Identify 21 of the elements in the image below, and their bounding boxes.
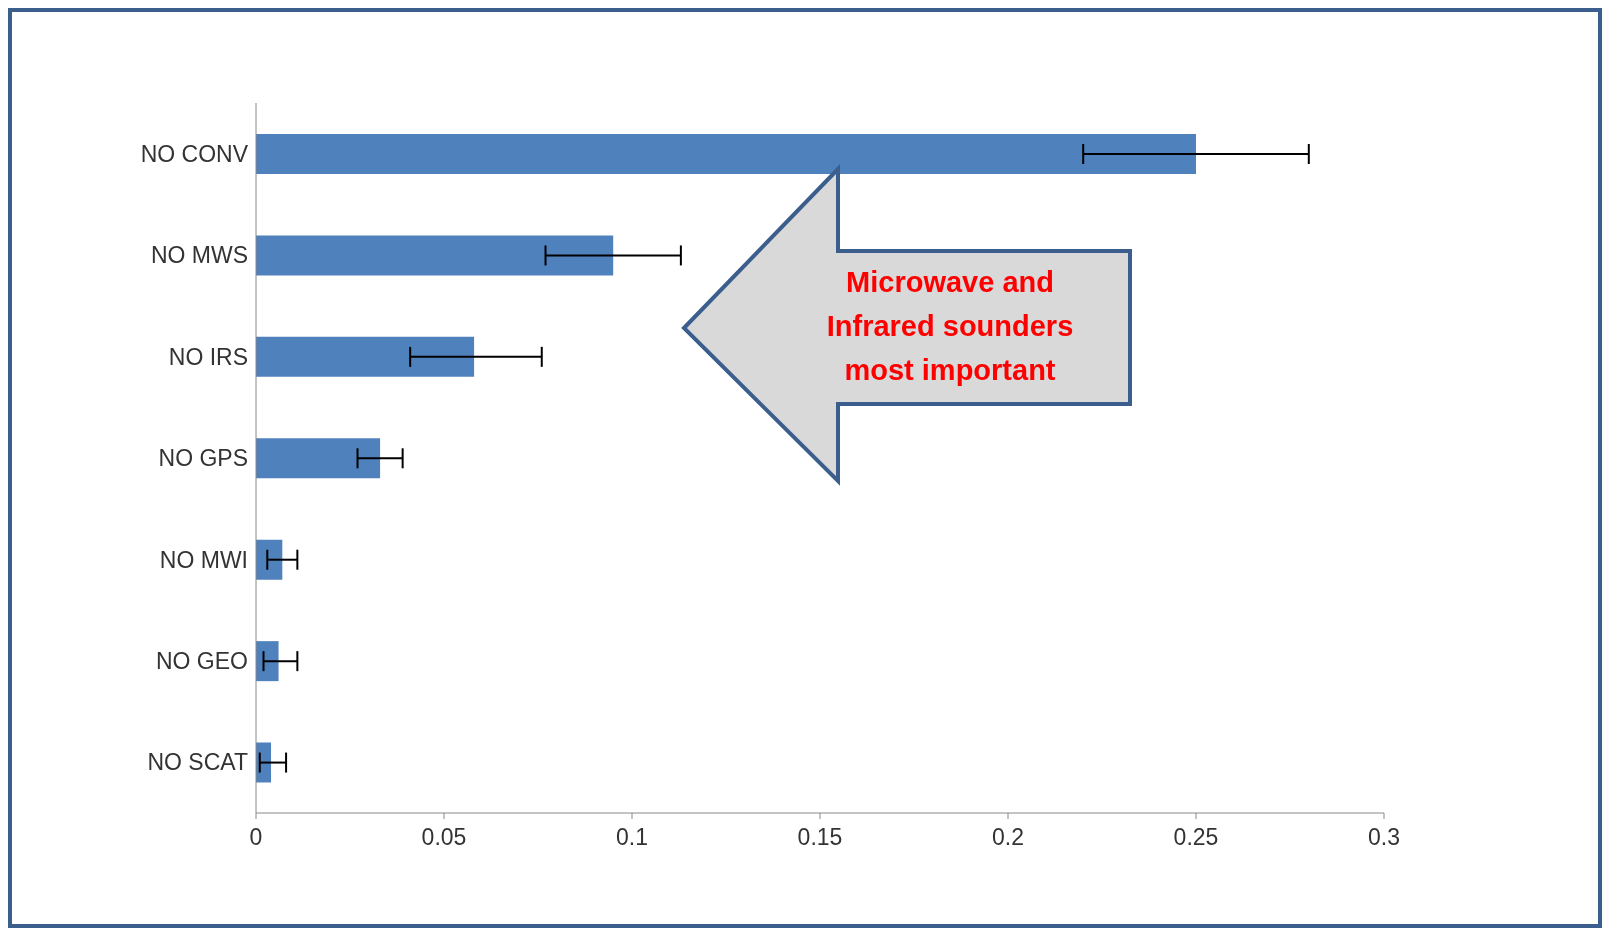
bar xyxy=(256,438,381,479)
x-tick-label: 0.05 xyxy=(421,824,467,851)
bar xyxy=(256,336,475,377)
x-tick-label: 0.2 xyxy=(992,824,1024,851)
bar xyxy=(256,641,279,682)
x-tick-label: 0.15 xyxy=(797,824,843,851)
y-tick-label: NO MWS xyxy=(150,242,248,269)
y-tick-label: NO GPS xyxy=(158,445,248,472)
bar xyxy=(256,134,1196,174)
x-tick-label: 0.1 xyxy=(616,824,648,851)
bar xyxy=(256,539,283,580)
x-tick-label: 0.25 xyxy=(1173,824,1219,851)
y-tick-label: NO CONV xyxy=(140,140,249,167)
y-tick-label: NO IRS xyxy=(168,343,248,370)
x-tick-label: 0.3 xyxy=(1368,824,1400,851)
bar xyxy=(256,235,614,276)
y-tick-label: NO SCAT xyxy=(147,749,248,776)
y-tick-label: NO GEO xyxy=(155,648,248,675)
annotation: Microwave and Infrared sounders most important xyxy=(825,265,1075,388)
x-tick-label: 0 xyxy=(249,824,263,851)
y-tick-label: NO MWI xyxy=(159,546,248,573)
